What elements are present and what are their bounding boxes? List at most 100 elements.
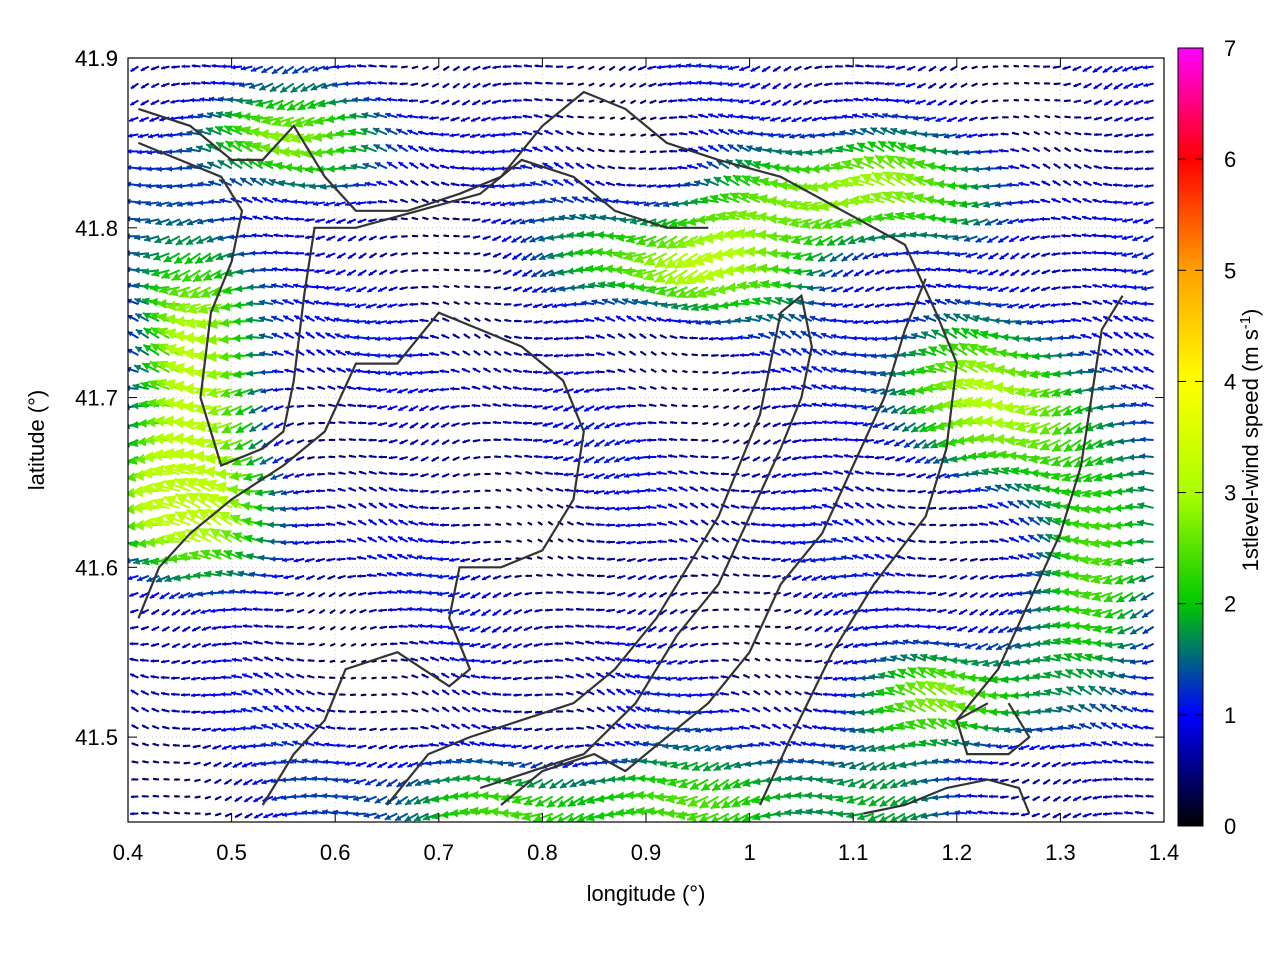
wind-arrow-head (238, 251, 245, 258)
wind-arrow (473, 252, 481, 256)
wind-arrow (353, 182, 367, 188)
wind-arrow (502, 385, 512, 391)
wind-arrow (484, 301, 491, 306)
wind-arrow-head (130, 420, 139, 429)
wind-arrow (399, 439, 409, 445)
wind-arrow (275, 624, 284, 629)
wind-arrow (340, 625, 347, 631)
wind-arrow (385, 370, 398, 376)
wind-arrow-head (150, 557, 159, 566)
wind-arrow-head (176, 201, 183, 208)
wind-arrow (461, 422, 471, 426)
wind-arrow-head (153, 535, 165, 547)
wind-arrow (147, 133, 160, 139)
wind-arrow (191, 81, 201, 86)
wind-arrow (343, 318, 356, 324)
wind-arrow (408, 504, 419, 509)
wind-arrow-head (337, 113, 345, 122)
wind-arrow (316, 707, 326, 713)
wind-arrow (473, 349, 481, 356)
wind-arrow (344, 761, 357, 767)
wind-arrow (318, 642, 326, 647)
wind-arrow-head (263, 607, 268, 612)
wind-arrow (250, 65, 264, 73)
wind-arrow (281, 557, 294, 563)
wind-arrow (376, 761, 388, 769)
wind-arrow (364, 181, 377, 187)
wind-arrow-head (178, 288, 190, 298)
wind-arrow (340, 97, 356, 105)
wind-arrow (358, 252, 367, 260)
wind-arrow (135, 182, 149, 189)
wind-arrow (250, 724, 263, 730)
wind-arrow-head (437, 624, 443, 630)
wind-arrow (140, 625, 150, 631)
wind-arrow-head (314, 522, 319, 528)
wind-arrow-head (130, 84, 135, 89)
wind-arrow (273, 215, 284, 221)
wind-arrow-head (422, 268, 425, 272)
wind-arrow (409, 472, 419, 477)
wind-arrow (397, 405, 409, 412)
wind-arrow-head (171, 82, 176, 87)
wind-arrow (397, 535, 409, 543)
wind-arrow-head (220, 691, 226, 697)
wind-arrow-head (141, 725, 146, 729)
wind-arrow (337, 403, 346, 408)
wind-arrow (181, 692, 191, 697)
wind-arrow (214, 795, 222, 801)
wind-arrow (211, 642, 222, 647)
wind-arrow (353, 778, 367, 785)
wind-arrow-head (162, 463, 176, 476)
wind-arrow-head (194, 812, 198, 816)
wind-arrow (279, 522, 294, 529)
wind-arrow-head (130, 690, 135, 694)
wind-arrow (354, 318, 367, 325)
wind-arrow (366, 404, 377, 409)
wind-arrow (264, 624, 274, 629)
wind-arrow-head (150, 101, 155, 105)
wind-arrow (329, 659, 336, 663)
wind-arrow-head (479, 791, 489, 801)
wind-arrow (152, 252, 170, 261)
wind-arrow (480, 201, 491, 206)
wind-arrow-head (450, 386, 454, 391)
wind-arrow (469, 625, 481, 633)
wind-arrow-head (387, 607, 392, 612)
wind-arrow (439, 369, 450, 374)
wind-arrow-head (387, 589, 392, 595)
wind-arrow (471, 218, 481, 222)
wind-arrow (490, 201, 502, 207)
wind-arrow (292, 283, 305, 289)
wind-arrow (452, 65, 461, 72)
wind-arrow (368, 269, 378, 277)
wind-arrow (142, 343, 160, 356)
wind-arrow-head (128, 521, 136, 531)
wind-arrow-head (232, 317, 241, 326)
wind-arrow (376, 387, 388, 393)
wind-arrow (356, 555, 367, 560)
wind-arrow (264, 640, 274, 645)
wind-arrow (157, 298, 180, 309)
wind-arrow (417, 130, 429, 136)
wind-arrow (473, 523, 481, 527)
wind-arrow-head (128, 403, 130, 411)
wind-arrow-head (151, 627, 156, 631)
wind-arrow (378, 744, 388, 750)
wind-arrow (160, 99, 170, 105)
wind-arrow-head (156, 166, 162, 172)
wind-arrow-head (128, 250, 131, 257)
wind-arrow-head (165, 237, 173, 245)
wind-arrow-head (342, 810, 349, 816)
wind-arrow (386, 589, 398, 595)
wind-arrow-head (459, 149, 464, 155)
wind-arrow (408, 319, 419, 324)
wind-arrow (371, 676, 377, 680)
wind-arrow (210, 608, 222, 614)
wind-arrow-head (161, 659, 165, 664)
wind-arrow (356, 63, 367, 68)
wind-arrow (482, 385, 491, 391)
wind-arrow (336, 539, 346, 544)
wind-arrow-head (230, 708, 236, 714)
wind-arrow-head (293, 267, 298, 273)
